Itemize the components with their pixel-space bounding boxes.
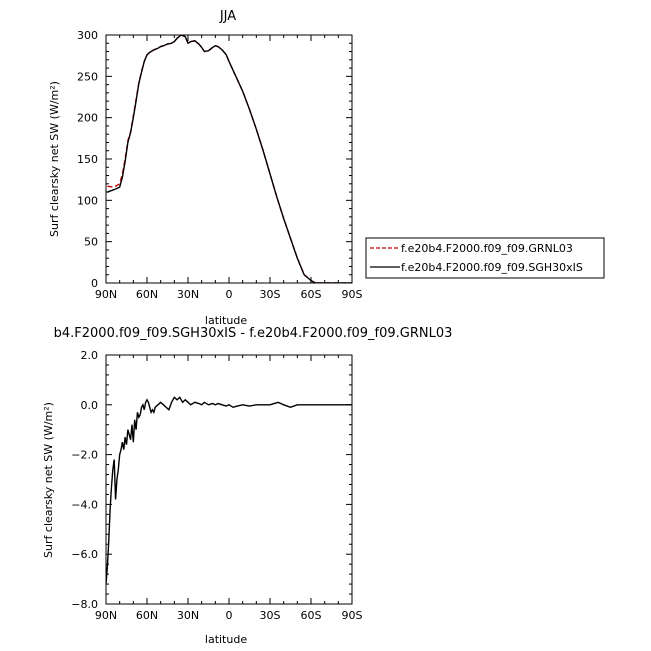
bottom-x-axis-label: latitude	[205, 633, 247, 646]
top-x-tick-label: 90S	[342, 288, 363, 301]
top-plot-area: 90N 60N 30N 0 30S 60S 90S 0 50 100 150 200 250 300	[77, 29, 363, 301]
top-y-axis-label: Surf clearsky net SW (W/m²)	[48, 81, 61, 237]
bottom-x-tick-label: 60N	[136, 609, 158, 622]
bottom-x-tick-label: 30N	[177, 609, 199, 622]
bottom-x-tick-label: 0	[226, 609, 233, 622]
bottom-chart-title: b4.F2000.f09_f09.SGH30xIS - f.e20b4.F200…	[54, 326, 453, 341]
legend-label-grnl03: f.e20b4.F2000.f09_f09.GRNL03	[401, 242, 573, 255]
top-y-tick-label: 100	[77, 194, 98, 207]
top-y-tick-label: 250	[77, 70, 98, 83]
top-chart-title: JJA	[219, 9, 236, 24]
bottom-x-tick-label: 60S	[301, 609, 322, 622]
bottom-x-tick-label: 90S	[342, 609, 363, 622]
legend-label-sgh30xis: f.e20b4.F2000.f09_f09.SGH30xIS	[401, 261, 583, 274]
bottom-x-tick-label: 30S	[260, 609, 281, 622]
top-y-tick-label: 200	[77, 112, 98, 125]
bottom-panel: b4.F2000.f09_f09.SGH30xIS - f.e20b4.F200…	[42, 326, 452, 646]
top-x-axis-label: latitude	[205, 314, 247, 327]
bottom-x-tick-label: 90N	[95, 609, 117, 622]
bottom-y-tick-label: 2.0	[81, 349, 99, 362]
top-x-tick-label: 90N	[95, 288, 117, 301]
bottom-y-tick-label: 0.0	[81, 399, 99, 412]
top-y-tick-label: 300	[77, 29, 98, 42]
bottom-y-tick-label: −6.0	[71, 548, 98, 561]
top-plot-frame	[105, 34, 353, 284]
top-panel: JJA 90N 60N 30N 0 30S 60S 90S 0 50 100 150 200 250 30…	[48, 9, 363, 327]
bottom-y-axis-label: Surf clearsky net SW (W/m²)	[42, 402, 55, 558]
top-y-tick-label: 150	[77, 153, 98, 166]
bottom-plot-area: 90N 60N 30N 0 30S 60S 90S −8.0 −6.0 −4.0 −2.0 0.0 2.…	[71, 349, 362, 622]
top-series-line-0	[107, 35, 352, 283]
bottom-series-line-0	[106, 396, 352, 585]
top-x-tick-label: 60N	[136, 288, 158, 301]
top-x-tick-label: 30S	[260, 288, 281, 301]
top-series-line-1	[107, 35, 352, 283]
bottom-plot-frame	[105, 354, 353, 605]
top-x-tick-label: 0	[226, 288, 233, 301]
bottom-y-tick-label: −8.0	[71, 598, 98, 611]
legend: f.e20b4.F2000.f09_f09.GRNL03 f.e20b4.F20…	[365, 237, 605, 279]
top-y-tick-label: 50	[84, 236, 98, 249]
top-y-tick-label: 0	[91, 277, 98, 290]
legend-box	[365, 237, 605, 279]
top-x-tick-label: 30N	[177, 288, 199, 301]
top-x-tick-label: 60S	[301, 288, 322, 301]
bottom-y-tick-label: −2.0	[71, 449, 98, 462]
bottom-y-tick-label: −4.0	[71, 498, 98, 511]
